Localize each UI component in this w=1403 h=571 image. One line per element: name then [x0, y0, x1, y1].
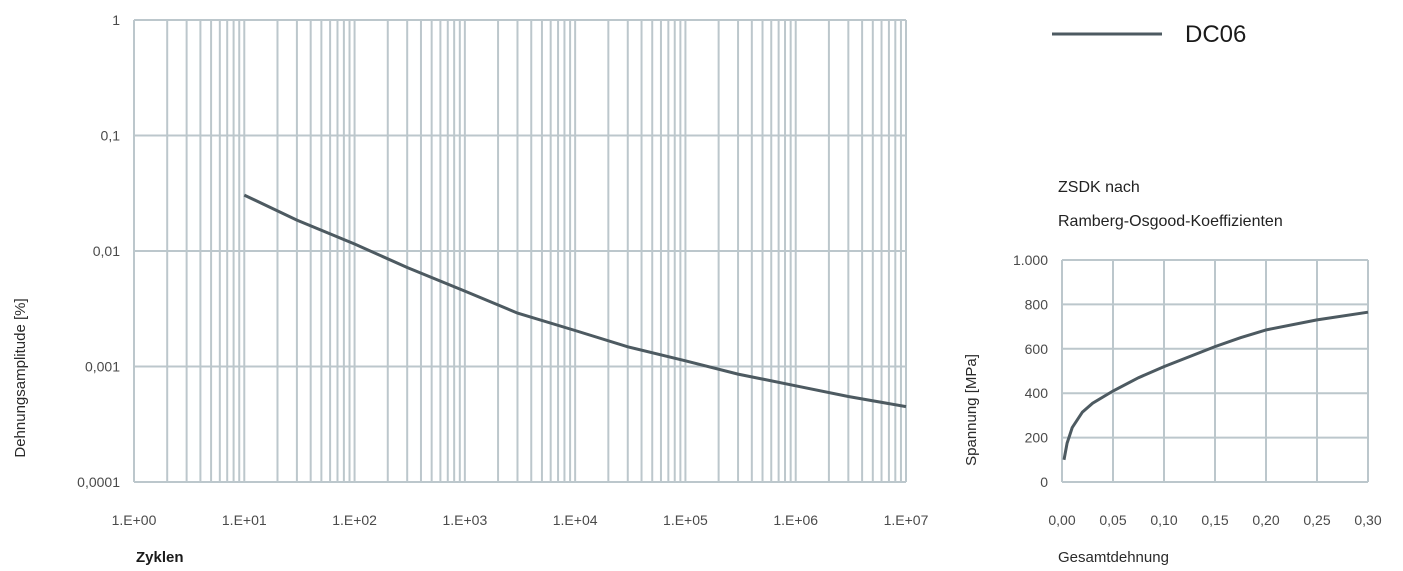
fatigue-x-tick-label: 1.E+05 [663, 512, 708, 528]
stress-strain-y-tick-label: 600 [1025, 341, 1049, 357]
fatigue-x-tick-label: 1.E+07 [884, 512, 929, 528]
fatigue-x-tick-label: 1.E+04 [553, 512, 598, 528]
stress-strain-y-axis-title: Spannung [MPa] [963, 354, 980, 466]
legend-label: DC06 [1185, 21, 1246, 48]
stress-strain-x-ticks: 0,00 0,05 0,10 0,15 0,20 0,25 0,30 [1048, 512, 1381, 528]
fatigue-y-tick-label: 0,001 [85, 359, 120, 375]
stress-strain-grid [1061, 259, 1369, 483]
stress-strain-y-tick-label: 400 [1025, 385, 1049, 401]
stress-strain-x-tick-label: 0,00 [1048, 512, 1075, 528]
stress-strain-x-tick-label: 0,15 [1201, 512, 1228, 528]
stress-strain-y-tick-label: 1.000 [1013, 252, 1048, 268]
stress-strain-x-tick-label: 0,10 [1150, 512, 1177, 528]
stress-strain-x-tick-label: 0,20 [1252, 512, 1279, 528]
stress-strain-x-axis-title: Gesamtdehnung [1058, 549, 1169, 566]
stress-strain-y-ticks: 0 200 400 600 800 1.000 [1013, 252, 1048, 490]
stress-strain-series-line [1062, 310, 1369, 461]
stress-strain-title-line-1: ZSDK nach [1058, 179, 1140, 196]
fatigue-x-tick-label: 1.E+03 [442, 512, 487, 528]
fatigue-chart-y-ticks: 0,0001 0,001 0,01 0,1 1 [77, 12, 120, 490]
fatigue-x-tick-label: 1.E+02 [332, 512, 377, 528]
stress-strain-y-tick-label: 800 [1025, 296, 1049, 312]
stress-strain-x-tick-label: 0,25 [1303, 512, 1330, 528]
fatigue-x-axis-title: Zyklen [136, 549, 184, 566]
fatigue-chart-grid [133, 19, 907, 483]
fatigue-x-tick-label: 1.E+00 [112, 512, 157, 528]
fatigue-series-line [243, 193, 907, 409]
stress-strain-y-tick-label: 200 [1025, 430, 1049, 446]
stress-strain-x-tick-label: 0,30 [1354, 512, 1381, 528]
fatigue-y-tick-label: 0,01 [93, 243, 120, 259]
stress-strain-x-tick-label: 0,05 [1099, 512, 1126, 528]
fatigue-y-tick-label: 0,0001 [77, 474, 120, 490]
fatigue-y-axis-title: Dehnungsamplitude [%] [12, 298, 29, 457]
fatigue-chart-x-ticks: 1.E+00 1.E+01 1.E+02 1.E+03 1.E+04 1.E+05 1.E+… [112, 512, 929, 528]
fatigue-x-tick-label: 1.E+06 [773, 512, 818, 528]
legend: DC06 [1052, 21, 1246, 48]
stress-strain-chart: ZSDK nach Ramberg-Osgood-Koeffizienten 0… [963, 179, 1382, 566]
stress-strain-y-tick-label: 0 [1040, 474, 1048, 490]
fatigue-y-tick-label: 1 [112, 12, 120, 28]
fatigue-x-tick-label: 1.E+01 [222, 512, 267, 528]
fatigue-y-tick-label: 0,1 [101, 128, 121, 144]
stress-strain-title-line-2: Ramberg-Osgood-Koeffizienten [1058, 213, 1283, 230]
